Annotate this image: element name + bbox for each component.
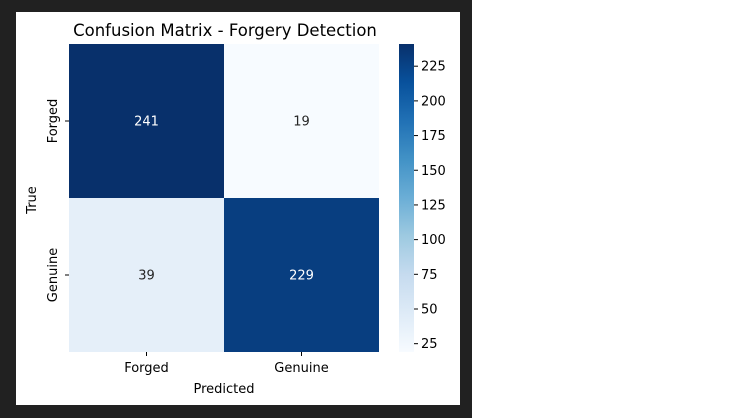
x-axis-label: Predicted: [193, 382, 254, 397]
x-tick-label: Forged: [124, 361, 169, 376]
y-axis-ticks: Forged Genuine: [46, 99, 69, 302]
x-axis-ticks: Forged Genuine: [124, 352, 329, 376]
colorbar-tick-label: 75: [421, 268, 438, 283]
cell-value-label: 241: [134, 115, 159, 130]
confusion-matrix-chart: Confusion Matrix - Forgery Detection 241…: [25, 21, 446, 397]
figure-canvas: Confusion Matrix - Forgery Detection 241…: [16, 12, 460, 405]
window-frame: Confusion Matrix - Forgery Detection 241…: [0, 0, 472, 418]
colorbar-tick-label: 150: [421, 164, 446, 179]
heatmap-cell: [69, 198, 224, 352]
heatmap-cell: [224, 44, 379, 198]
chart-title: Confusion Matrix - Forgery Detection: [73, 21, 377, 40]
colorbar-tick-label: 200: [421, 94, 446, 109]
heatmap-cell: [224, 198, 379, 352]
colorbar-tick-label: 175: [421, 129, 446, 144]
colorbar-tick-label: 125: [421, 198, 446, 213]
colorbar-ticks: 25 50 75 100 125 150 175 200 225: [414, 60, 446, 352]
cell-value-label: 229: [289, 269, 314, 284]
colorbar-tick-label: 225: [421, 60, 446, 75]
heatmap-cell: [69, 44, 224, 198]
colorbar-tick-label: 100: [421, 233, 446, 248]
y-axis-label: True: [25, 186, 40, 215]
heatmap-cells: 241 19 39 229: [69, 44, 379, 352]
x-tick-label: Genuine: [274, 361, 328, 376]
colorbar-tick-label: 25: [421, 337, 438, 352]
colorbar-tick-label: 50: [421, 302, 438, 317]
cell-value-label: 19: [293, 115, 310, 130]
colorbar: [399, 44, 414, 352]
y-tick-label: Genuine: [46, 248, 61, 302]
cell-value-label: 39: [138, 269, 155, 284]
y-tick-label: Forged: [46, 99, 61, 144]
